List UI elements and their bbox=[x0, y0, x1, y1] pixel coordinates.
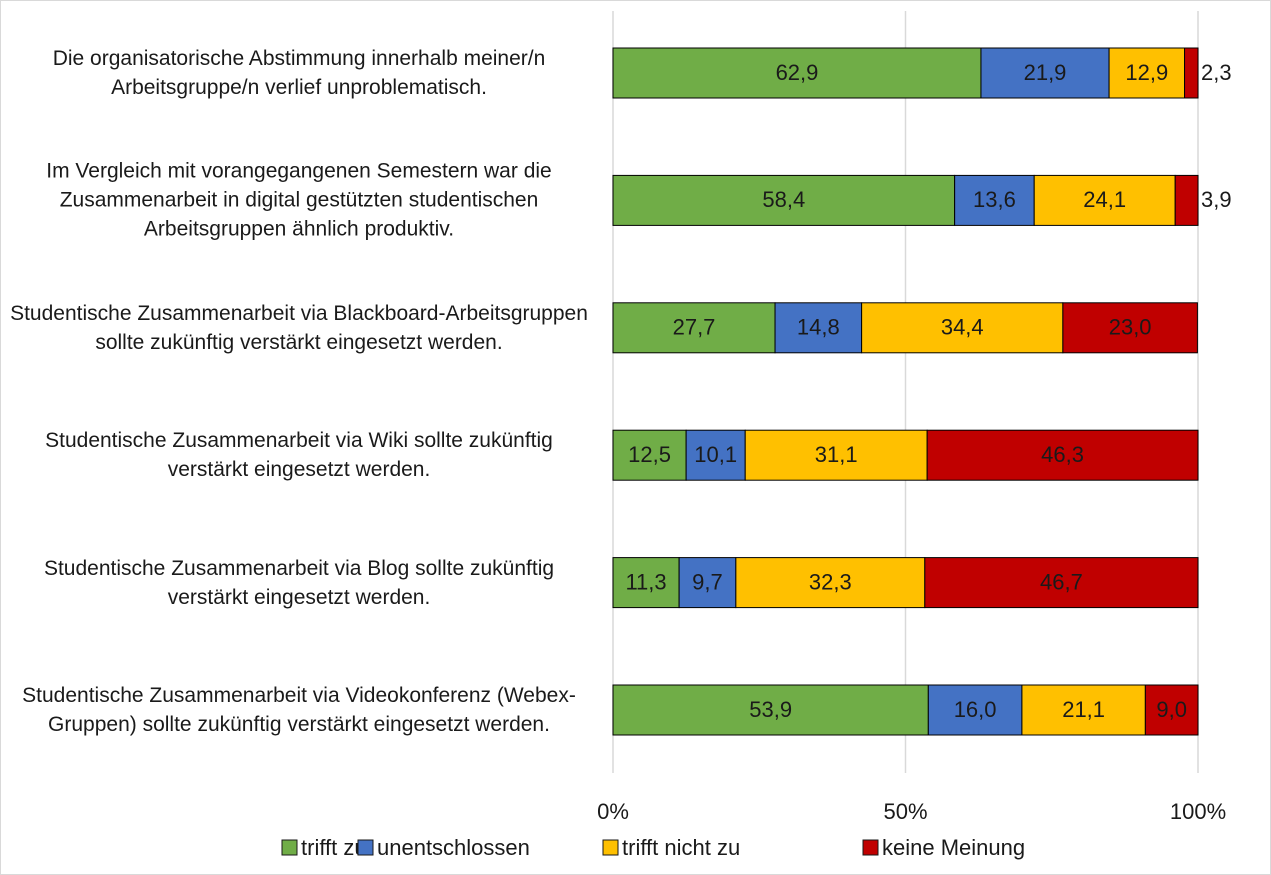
x-tick-label: 0% bbox=[597, 799, 629, 824]
data-label: 2,3 bbox=[1201, 60, 1232, 85]
category-label: Im Vergleich mit vorangegangenen Semeste… bbox=[46, 159, 552, 241]
bar-segment bbox=[774, 302, 863, 354]
bar-segment bbox=[861, 302, 1064, 354]
data-label: 9,7 bbox=[692, 569, 723, 594]
data-label: 10,1 bbox=[694, 442, 737, 467]
data-label: 14,8 bbox=[797, 315, 840, 340]
category-label: Studentische Zusammenarbeit via Videokon… bbox=[22, 684, 576, 736]
data-label: 11,3 bbox=[625, 569, 666, 594]
legend-label: unentschlossen bbox=[377, 835, 530, 860]
data-label: 3,9 bbox=[1201, 187, 1232, 212]
legend-swatch bbox=[862, 839, 879, 856]
data-label: 46,7 bbox=[1040, 569, 1083, 594]
data-label: 21,9 bbox=[1024, 60, 1067, 85]
legend-swatch bbox=[281, 839, 298, 856]
bar-segment bbox=[612, 684, 929, 736]
bar-segment bbox=[612, 302, 776, 354]
data-label: 32,3 bbox=[809, 569, 852, 594]
bar-segment bbox=[678, 557, 737, 609]
data-label: 24,1 bbox=[1083, 187, 1126, 212]
data-label: 62,9 bbox=[776, 60, 819, 85]
data-label: 53,9 bbox=[749, 697, 792, 722]
bar-segment bbox=[1174, 174, 1199, 226]
category-label: Studentische Zusammenarbeit via Wiki sol… bbox=[45, 429, 553, 482]
bar-segment bbox=[612, 429, 687, 481]
bar-segment bbox=[744, 429, 928, 481]
data-label: 31,1 bbox=[815, 442, 858, 467]
data-label: 12,5 bbox=[628, 442, 671, 467]
data-label: 12,9 bbox=[1125, 60, 1168, 85]
bar-segment bbox=[685, 429, 746, 481]
legend-swatch bbox=[357, 839, 374, 856]
legend-label: trifft nicht zu bbox=[622, 835, 740, 860]
data-label: 46,3 bbox=[1041, 442, 1084, 467]
data-label: 27,7 bbox=[673, 315, 716, 340]
bar-segment bbox=[735, 557, 926, 609]
data-label: 9,0 bbox=[1156, 697, 1187, 722]
x-tick-label: 50% bbox=[883, 799, 927, 824]
category-label: Die organisatorische Abstimmung innerhal… bbox=[52, 47, 546, 99]
data-label: 16,0 bbox=[954, 697, 997, 722]
bar-segment bbox=[924, 557, 1199, 609]
bar-segment bbox=[927, 684, 1023, 736]
bar-segment bbox=[1144, 684, 1199, 736]
category-label: Studentische Zusammenarbeit via Blackboa… bbox=[10, 301, 588, 354]
bar-segment bbox=[612, 557, 680, 609]
data-label: 21,1 bbox=[1062, 697, 1105, 722]
bar-segment bbox=[1184, 47, 1199, 99]
data-label: 34,4 bbox=[941, 315, 984, 340]
data-label: 23,0 bbox=[1109, 315, 1152, 340]
bar-segment bbox=[954, 174, 1035, 226]
legend-swatch bbox=[602, 839, 619, 856]
category-label: Studentische Zusammenarbeit via Blog sol… bbox=[43, 556, 555, 609]
bar-segment bbox=[1062, 302, 1198, 354]
bar-segment bbox=[612, 47, 982, 99]
data-label: 13,6 bbox=[973, 187, 1016, 212]
data-label: 58,4 bbox=[762, 187, 805, 212]
bar-segment bbox=[1033, 174, 1176, 226]
legend-label: keine Meinung bbox=[882, 835, 1025, 860]
bar-segment bbox=[926, 429, 1199, 481]
legend-label: trifft zu bbox=[301, 835, 367, 860]
bar-segment bbox=[612, 174, 956, 226]
bar-segment bbox=[1108, 47, 1186, 99]
x-tick-label: 100% bbox=[1170, 799, 1226, 824]
